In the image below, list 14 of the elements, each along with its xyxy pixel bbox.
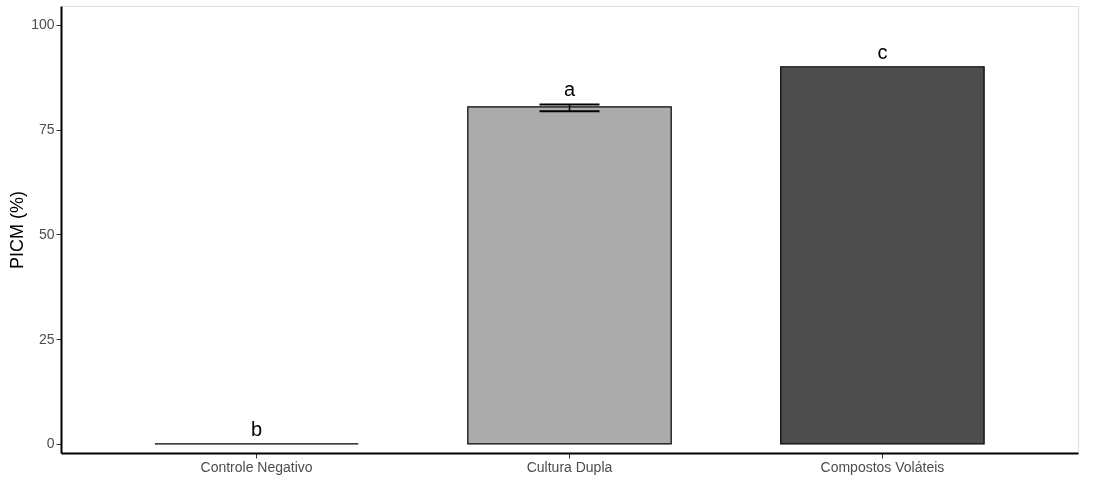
y-axis-title: PICM (%): [7, 191, 28, 269]
y-tick-label: 25: [38, 330, 55, 347]
y-tick-label: 100: [31, 16, 55, 33]
annotation: a: [563, 78, 576, 101]
bar: [780, 66, 985, 445]
y-tick-label: 75: [38, 121, 55, 138]
y-tick-label: 0: [46, 435, 55, 452]
y-tick-label: 50: [38, 225, 55, 242]
x-tick-label: Cultura Dupla: [526, 458, 613, 475]
x-tick-label: Compostos Voláteis: [820, 458, 945, 475]
x-tick-label: Controle Negativo: [200, 458, 313, 475]
bar: [467, 106, 672, 445]
annotation: b: [251, 417, 263, 440]
annotation: c: [877, 40, 888, 63]
